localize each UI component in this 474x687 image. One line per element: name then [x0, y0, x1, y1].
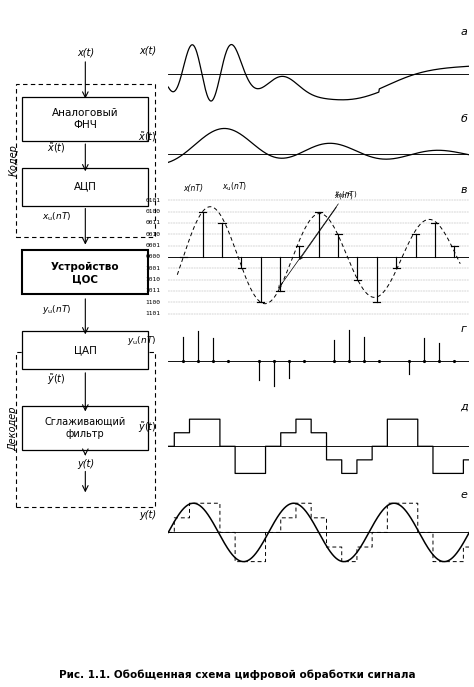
Bar — [22, 406, 148, 450]
Text: 0101: 0101 — [146, 198, 161, 203]
Text: $y_\mathrm{u}(nT)$: $y_\mathrm{u}(nT)$ — [42, 303, 71, 316]
Text: 0000: 0000 — [146, 254, 161, 260]
Text: $\tilde{x}(t)$: $\tilde{x}(t)$ — [137, 130, 156, 144]
Text: Кодер: Кодер — [9, 144, 18, 176]
Text: 1010: 1010 — [146, 277, 161, 282]
Text: Декодер: Декодер — [9, 407, 18, 451]
Text: 0100: 0100 — [146, 209, 161, 214]
Text: а: а — [460, 27, 467, 37]
Text: x(t): x(t) — [139, 45, 156, 56]
Text: 1101: 1101 — [146, 311, 161, 316]
Text: $\tilde{x}(t)$: $\tilde{x}(t)$ — [47, 141, 65, 155]
Text: $x_\mathrm{u}(nT)$: $x_\mathrm{u}(nT)$ — [279, 189, 357, 288]
Text: д: д — [460, 401, 468, 412]
Text: 0010: 0010 — [146, 232, 161, 237]
Text: x(nT): x(nT) — [183, 184, 203, 193]
Text: y(t): y(t) — [77, 459, 94, 469]
Text: АЦП: АЦП — [74, 182, 97, 192]
Text: Сглаживающий
фильтр: Сглаживающий фильтр — [45, 417, 126, 440]
Text: $x_\mathrm{u}(nT)$: $x_\mathrm{u}(nT)$ — [42, 211, 71, 223]
Text: $\tilde{x}(nT)$: $\tilde{x}(nT)$ — [300, 191, 354, 260]
Text: 1011: 1011 — [146, 289, 161, 293]
Text: в: в — [460, 185, 467, 195]
Text: $y_\mathrm{u}(nT)$: $y_\mathrm{u}(nT)$ — [127, 334, 156, 346]
Text: г: г — [460, 324, 466, 334]
Text: 1100: 1100 — [146, 300, 161, 305]
Text: $x_\mathrm{u}(nT)$: $x_\mathrm{u}(nT)$ — [222, 181, 247, 193]
Text: б: б — [460, 115, 467, 124]
Text: x(t): x(t) — [77, 48, 94, 58]
Text: 0011: 0011 — [146, 221, 161, 225]
Bar — [16, 352, 155, 506]
Bar — [22, 168, 148, 205]
Bar — [22, 97, 148, 142]
Text: Аналоговый
ФНЧ: Аналоговый ФНЧ — [52, 108, 118, 131]
Text: Рис. 1.1. Обобщенная схема цифровой обработки сигнала: Рис. 1.1. Обобщенная схема цифровой обра… — [59, 670, 415, 680]
Bar — [22, 250, 148, 294]
Text: 0001: 0001 — [146, 243, 161, 248]
Text: 1001: 1001 — [146, 266, 161, 271]
Text: е: е — [460, 491, 467, 501]
Text: $\tilde{y}(t)$: $\tilde{y}(t)$ — [137, 420, 156, 435]
Text: Устройство
ЦОС: Устройство ЦОС — [51, 262, 119, 284]
Bar — [22, 331, 148, 369]
Text: $\tilde{y}(t)$: $\tilde{y}(t)$ — [47, 372, 65, 387]
Text: ЦАП: ЦАП — [74, 345, 97, 354]
Text: y(t): y(t) — [139, 510, 156, 520]
Bar — [16, 84, 155, 237]
